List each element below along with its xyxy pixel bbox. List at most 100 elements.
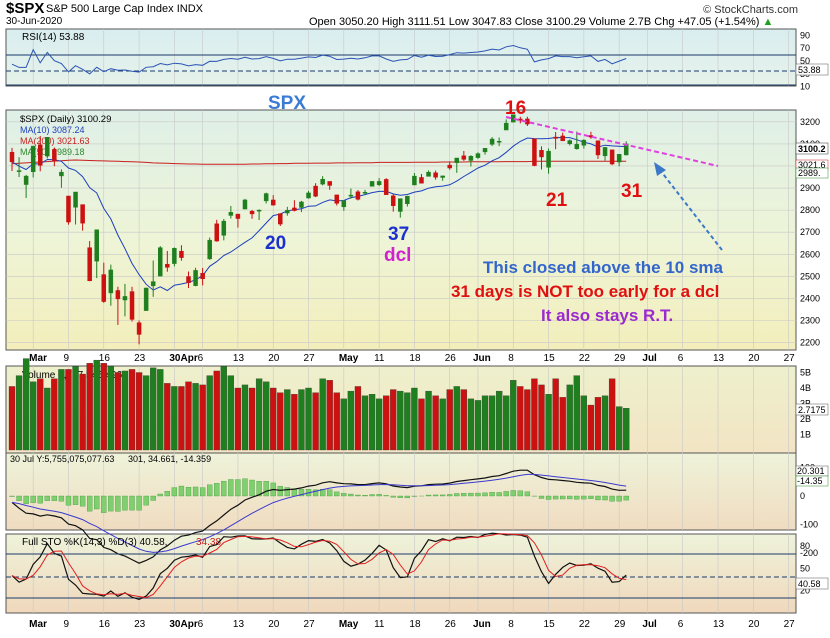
candle-body bbox=[532, 138, 537, 166]
macd-hist-bar bbox=[334, 491, 340, 497]
volume-value-text: 2.7175 bbox=[798, 405, 826, 415]
volume-bar bbox=[114, 372, 122, 451]
volume-bar bbox=[495, 390, 503, 451]
candle-body bbox=[256, 209, 262, 212]
macd-hist-bar bbox=[171, 487, 178, 497]
volume-bar bbox=[37, 378, 44, 451]
macd-hist-bar bbox=[101, 495, 107, 513]
volume-bar bbox=[580, 395, 588, 451]
candle-body bbox=[496, 141, 502, 143]
volume-bar bbox=[199, 384, 206, 451]
macd-label-a: 30 Jul Y:5,755,075,077.63 bbox=[10, 454, 114, 464]
volume-bar bbox=[453, 386, 460, 451]
macd-hist-bar bbox=[552, 495, 559, 500]
candle-body bbox=[348, 194, 354, 197]
candle-body bbox=[108, 269, 114, 294]
candle-body bbox=[567, 140, 572, 144]
volume-bar bbox=[51, 378, 58, 451]
macd-hist-bar bbox=[150, 495, 156, 501]
copyright-label[interactable]: © StockCharts.com bbox=[703, 4, 798, 16]
volume-bar bbox=[65, 369, 72, 451]
candle-body bbox=[285, 210, 290, 214]
x-tick-label: 22 bbox=[579, 619, 591, 630]
macd-hist-bar bbox=[404, 495, 411, 499]
price-tick-label: 2200 bbox=[800, 338, 820, 348]
candle-body bbox=[581, 139, 587, 146]
candle-body bbox=[66, 195, 71, 223]
candle-body bbox=[179, 250, 184, 258]
label-dcl: dcl bbox=[384, 245, 411, 266]
volume-bar bbox=[157, 369, 164, 451]
volume-bar bbox=[86, 363, 93, 451]
x-tick-label: Jul bbox=[642, 619, 657, 630]
macd-hist-bar bbox=[143, 495, 149, 506]
close-value: 3100.29 bbox=[545, 16, 586, 28]
note-line-1: This closed above the 10 sma bbox=[483, 258, 724, 277]
low-value: 3047.83 bbox=[471, 16, 512, 28]
macd-hist-bar bbox=[489, 492, 495, 497]
macd-hist-bar bbox=[312, 489, 319, 497]
legend-price: $SPX (Daily) 3100.29 bbox=[20, 114, 111, 125]
macd-hist-bar bbox=[23, 495, 29, 504]
volume-bar bbox=[594, 397, 602, 451]
label-37: 37 bbox=[388, 224, 409, 245]
candle-body bbox=[292, 207, 297, 211]
volume-bar bbox=[566, 384, 573, 451]
candle-body bbox=[263, 193, 269, 202]
candle-body bbox=[158, 247, 163, 277]
macd-hist-bar bbox=[58, 495, 65, 502]
volume-bars bbox=[8, 358, 630, 451]
x-axis-price: Mar 9 16 23 30Apr 6 13 20 27 May 11 18 26 Jun 8 15 22 29 J… bbox=[29, 353, 795, 364]
candle-body bbox=[447, 164, 452, 169]
rsi-value-badge bbox=[795, 63, 829, 76]
spx-annotation: SPX bbox=[268, 93, 306, 114]
macd-hist-bar bbox=[475, 492, 481, 497]
close-badge-text: 3100.2 bbox=[798, 144, 826, 154]
macd-line bbox=[11, 469, 627, 564]
candle-body bbox=[165, 263, 170, 268]
macd-hist-bar bbox=[249, 479, 255, 497]
macd-signal-line bbox=[11, 473, 627, 553]
volume-bar bbox=[255, 378, 263, 451]
volume-tick-label: 1B bbox=[800, 430, 811, 440]
x-tick-label: 8 bbox=[508, 619, 514, 630]
candle-body bbox=[440, 175, 445, 178]
candle-body bbox=[489, 138, 495, 145]
volume-bar bbox=[432, 395, 439, 451]
candle-body bbox=[59, 171, 64, 177]
volume-bar bbox=[517, 386, 524, 451]
high-value: 3111.51 bbox=[407, 16, 446, 28]
candle-body bbox=[299, 201, 304, 208]
sto-tick-label: 20 bbox=[800, 585, 810, 595]
rsi-tick-label: 70 bbox=[800, 43, 810, 53]
ohlc-readout: Open 3050.20 High 3111.51 Low 3047.83 Cl… bbox=[309, 16, 773, 28]
macd-hist-bar bbox=[221, 480, 227, 497]
note-line-2: 31 days is NOT too early for a dcl bbox=[451, 282, 719, 301]
price-tick-label: 2600 bbox=[800, 249, 820, 259]
x-tick-label: Jun bbox=[473, 619, 491, 630]
macd-hist-bar bbox=[228, 479, 234, 497]
volume-bar bbox=[150, 367, 157, 451]
candle-body bbox=[200, 273, 205, 280]
candle-body bbox=[341, 200, 347, 208]
volume-bar bbox=[340, 398, 347, 451]
x-tick-label: 13 bbox=[233, 619, 245, 630]
macd-hist-bar bbox=[454, 493, 460, 497]
candle-body bbox=[320, 178, 325, 185]
x-tick-label: Mar bbox=[29, 353, 47, 364]
volume-bar bbox=[439, 398, 446, 451]
macd-hist-bar bbox=[235, 479, 241, 497]
candle-body bbox=[405, 195, 410, 204]
price-tick-label: 2300 bbox=[800, 316, 820, 326]
candle-body bbox=[426, 171, 431, 177]
macd-label-b: 301, 34.661, -14.359 bbox=[128, 454, 211, 464]
macd-hist-bar bbox=[136, 495, 142, 511]
macd-hist-bar bbox=[164, 491, 170, 497]
volume-tick-label: 3B bbox=[800, 399, 811, 409]
volume-bar bbox=[22, 358, 30, 451]
volume-bar bbox=[248, 387, 256, 451]
macd-hist-bar bbox=[496, 492, 502, 497]
sto-label: Full STO %K(14,3) %D(3) 40.58, 34.38 bbox=[22, 537, 221, 548]
candle-body bbox=[433, 172, 438, 178]
label-21: 21 bbox=[546, 190, 568, 211]
